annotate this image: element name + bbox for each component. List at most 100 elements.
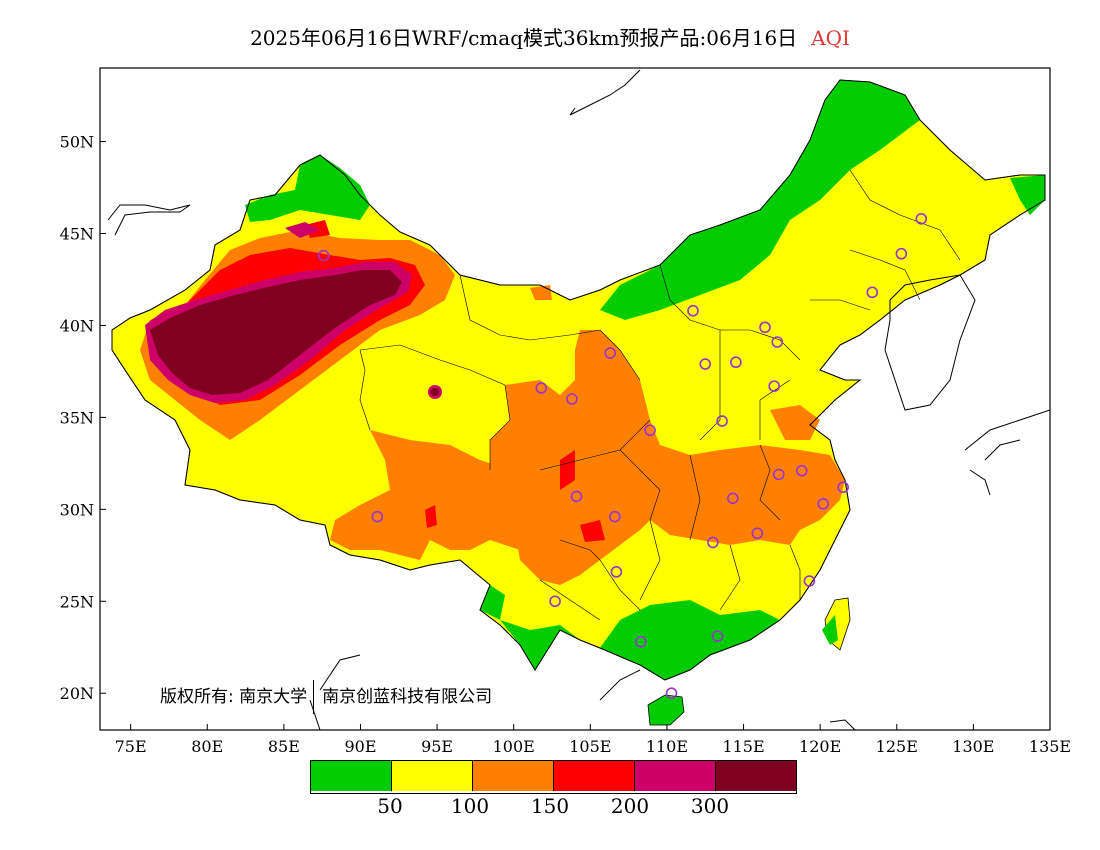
station-marker (549, 595, 561, 608)
x-tick-label: 95E (421, 737, 453, 756)
copyright-label: 版权所有: (160, 687, 234, 707)
x-tick-label: 80E (191, 737, 223, 756)
x-tick-label: 75E (115, 737, 147, 756)
x-tick-label: 120E (799, 737, 841, 756)
legend-label: 200 (610, 794, 650, 818)
japan-coastline (964, 409, 1050, 496)
copyright-separator (313, 680, 315, 714)
region-light-jiangsu (770, 405, 820, 440)
station-marker (665, 687, 678, 700)
y-tick-label: 35N (60, 408, 94, 427)
legend-label: 300 (690, 794, 730, 818)
y-tick-label: 30N (60, 500, 94, 519)
y-tick-label: 40N (60, 316, 94, 335)
philippines-coastline (829, 719, 856, 730)
station-marker (687, 304, 699, 317)
station-marker (768, 380, 780, 392)
x-tick-label: 110E (646, 737, 688, 756)
station-marker (635, 635, 647, 648)
x-tick-label: 105E (569, 737, 611, 756)
x-tick-label: 85E (268, 737, 300, 756)
station-marker (711, 630, 724, 643)
region-light-tibet (330, 430, 545, 560)
x-axis: 75E 80E 85E 90E 95E 100E 105E 110E 115E 120E 125E 1… (115, 724, 1071, 756)
station-marker (727, 492, 739, 505)
region-medium-sichuan-2 (580, 520, 605, 542)
copyright-org2: 南京创蓝科技有限公司 (322, 687, 493, 707)
legend-swatch (311, 761, 392, 791)
x-tick-label: 130E (952, 737, 994, 756)
station-marker (772, 468, 785, 481)
y-axis: 50N 45N 40N 35N 30N 25N 20N (60, 133, 106, 703)
region-good-nw (245, 155, 370, 222)
region-severe-tarim (150, 270, 402, 395)
region-severe-spot-qinghai (431, 388, 439, 396)
legend-label: 50 (377, 794, 403, 818)
province-borders (359, 169, 961, 621)
y-tick-label: 25N (60, 592, 94, 611)
x-tick-label: 115E (722, 737, 764, 756)
russia-lake-baikal (569, 69, 641, 116)
station-marker (866, 286, 879, 299)
taiwan-green (822, 615, 838, 645)
region-good-yunnan-sw (480, 585, 505, 620)
station-marker (716, 415, 728, 427)
region-heavy-small (285, 222, 320, 238)
color-legend (310, 760, 797, 794)
region-medium-sichuan (560, 450, 575, 490)
copyright-notice: 版权所有: 南京大学 南京创蓝科技有限公司 (160, 680, 492, 714)
map-frame (99, 67, 1051, 731)
hainan-island (647, 694, 685, 726)
station-marker (895, 247, 908, 260)
region-good-south (500, 600, 780, 680)
y-tick-label: 50N (60, 133, 94, 152)
station-marker (699, 358, 712, 370)
station-marker (566, 393, 578, 405)
station-marker (644, 424, 656, 437)
title-variable: AQI (811, 26, 850, 50)
station-marker (609, 510, 621, 523)
region-light-central (490, 330, 845, 585)
map-content (107, 69, 1050, 730)
x-tick-label: 90E (344, 737, 376, 756)
station-marker (730, 356, 742, 369)
station-marker (817, 498, 830, 510)
legend-swatch (716, 761, 796, 791)
legend-label: 150 (530, 794, 570, 818)
x-tick-label: 135E (1029, 737, 1071, 756)
station-marker (604, 347, 617, 359)
station-marker (803, 575, 816, 587)
title-main: 2025年06月16日WRF/cmaq模式36km预报产品:06月16日 (250, 26, 798, 50)
station-marker (795, 464, 808, 477)
legend-swatch (473, 761, 554, 791)
region-medium-tibet (425, 505, 437, 528)
station-marker (570, 490, 583, 503)
vietnam-coastline (309, 654, 641, 730)
station-markers (317, 212, 928, 700)
station-marker (771, 336, 784, 348)
region-good-ne (600, 80, 920, 320)
station-marker (707, 536, 719, 549)
y-tick-label: 20N (60, 684, 94, 703)
map-title: 2025年06月16日WRF/cmaq模式36km预报产品:06月16日 AQI (0, 22, 1100, 51)
legend-swatch (554, 761, 635, 791)
station-marker (759, 321, 771, 334)
kazakh-lake-balkhash (107, 204, 191, 236)
legend-labels: 50 100 150 200 300 (0, 794, 1100, 818)
china-border (111, 79, 1046, 681)
station-marker (317, 249, 330, 262)
station-marker (751, 527, 764, 540)
legend-swatch (635, 761, 716, 791)
legend-label: 100 (450, 794, 490, 818)
station-marker (535, 382, 548, 394)
station-marker (610, 566, 623, 578)
x-tick-label: 100E (493, 737, 535, 756)
korea-coastline (884, 274, 976, 411)
x-tick-label: 125E (876, 737, 918, 756)
station-marker (837, 481, 849, 494)
legend-swatch (392, 761, 473, 791)
station-marker (371, 510, 384, 523)
copyright-org1: 南京大学 (239, 687, 308, 707)
station-marker (915, 212, 928, 225)
